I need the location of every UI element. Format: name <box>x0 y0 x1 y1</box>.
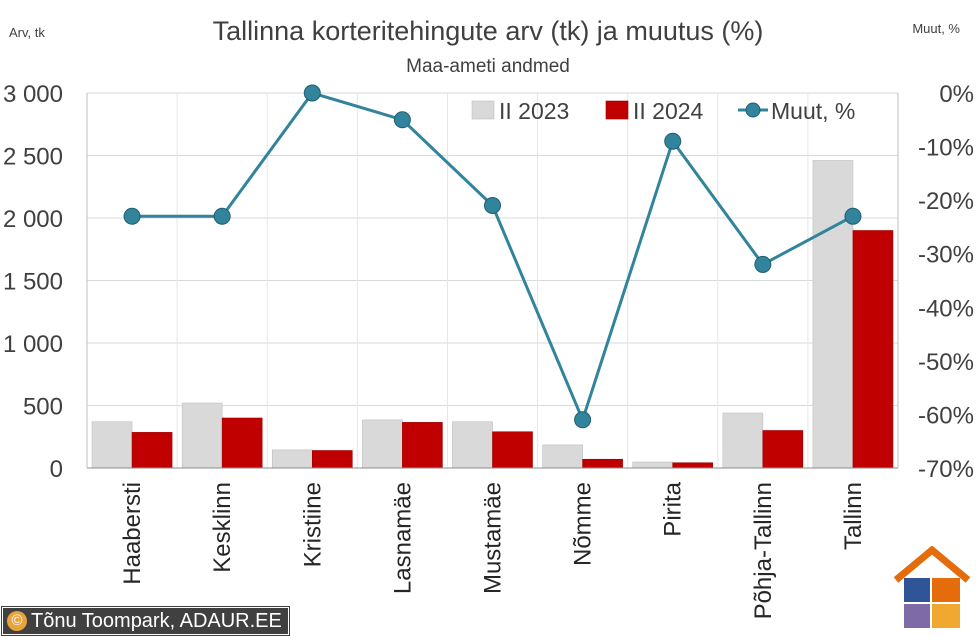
category-label: Pirita <box>660 481 687 536</box>
right-tick-label: -50% <box>918 349 974 376</box>
credit-text: Tõnu Toompark, ADAUR.EE <box>31 610 282 632</box>
bar-ii-2023 <box>271 449 313 469</box>
change-point <box>484 197 501 214</box>
category-label: Lasnamäe <box>389 482 416 594</box>
change-point <box>213 207 231 225</box>
change-line-path <box>132 91 854 425</box>
change-point <box>844 207 862 225</box>
bar-ii-2023 <box>812 160 854 469</box>
category-labels: Haabersti Kesklinn Kristiine Lasnamäe Mustam… <box>119 481 867 619</box>
bar-ii-2024 <box>221 417 263 469</box>
bar-ii-2023 <box>542 444 583 469</box>
legend-label: II 2023 <box>499 98 569 124</box>
left-tick-label: 3 000 <box>3 81 63 108</box>
left-tick-label: 2 500 <box>3 144 63 171</box>
legend-marker <box>745 102 761 118</box>
change-point <box>393 111 411 129</box>
category-label: Kristiine <box>299 482 326 567</box>
bar-ii-2024 <box>582 458 623 469</box>
logo-piece <box>932 578 960 602</box>
right-tick-label: -70% <box>918 456 974 483</box>
category-label: Tallinn <box>840 482 867 550</box>
right-tick-label: -10% <box>918 135 974 162</box>
house-puzzle-icon <box>893 546 971 628</box>
change-line <box>123 84 862 429</box>
legend-label: Muut, % <box>771 98 855 124</box>
left-tick-label: 500 <box>23 394 63 421</box>
category-label: Mustamäe <box>480 482 507 594</box>
legend: II 2023 II 2024 Muut, % <box>471 98 855 124</box>
right-tick-label: 0% <box>939 81 974 108</box>
left-tick-label: 1 500 <box>3 269 63 296</box>
category-label: Haabersti <box>119 482 146 585</box>
bar-ii-2024 <box>402 422 443 469</box>
legend-swatch <box>471 100 495 120</box>
category-label: Kesklinn <box>209 482 236 573</box>
bar-ii-2023 <box>181 402 223 469</box>
right-axis-label: Muut, % <box>912 21 960 36</box>
left-tick-label: 0 <box>50 456 63 483</box>
change-point <box>303 84 321 102</box>
left-tick-label: 1 000 <box>3 331 63 358</box>
right-tick-label: -20% <box>918 188 974 215</box>
category-label: Nõmme <box>570 482 597 566</box>
bar-ii-2024 <box>852 230 894 469</box>
bar-ii-2023 <box>632 461 674 469</box>
bar-ii-2023 <box>722 412 764 469</box>
right-tick-label: -40% <box>918 295 974 322</box>
bar-ii-2024 <box>492 431 533 469</box>
legend-swatch <box>605 100 629 120</box>
change-point <box>754 255 772 273</box>
bar-ii-2024 <box>672 462 714 469</box>
bar-ii-2023 <box>452 421 493 469</box>
bar-ii-2024 <box>131 432 173 469</box>
change-point <box>123 207 141 225</box>
axes <box>86 93 899 469</box>
bar-ii-2024 <box>311 450 353 469</box>
logo-piece <box>904 578 930 602</box>
logo-piece <box>932 604 960 628</box>
left-tick-label: 2 000 <box>3 206 63 233</box>
bar-ii-2024 <box>762 430 804 469</box>
logo-piece <box>904 604 930 628</box>
change-point <box>574 411 592 429</box>
left-axis-label: Arv, tk <box>9 25 45 40</box>
logo-roof <box>893 546 971 583</box>
right-tick-label: -60% <box>918 402 974 429</box>
chart-subtitle: Maa-ameti andmed <box>406 56 570 77</box>
change-point <box>664 132 682 150</box>
bar-ii-2023 <box>362 419 403 469</box>
chart-title: Tallinna korteritehingute arv (tk) ja mu… <box>213 16 764 46</box>
legend-label: II 2024 <box>633 98 704 124</box>
copyright-badge: © Tõnu Toompark, ADAUR.EE <box>1 606 290 636</box>
left-axis-ticks: 0 500 1 000 1 500 2 000 2 500 3 000 <box>3 81 63 483</box>
bars <box>91 160 894 469</box>
category-label: Põhja-Tallinn <box>750 482 777 619</box>
right-axis-ticks: -70% -60% -50% -40% -30% -20% -10% 0% <box>918 81 974 483</box>
bar-ii-2023 <box>91 421 133 469</box>
right-tick-label: -30% <box>918 242 974 269</box>
copyright-icon: © <box>7 611 27 631</box>
